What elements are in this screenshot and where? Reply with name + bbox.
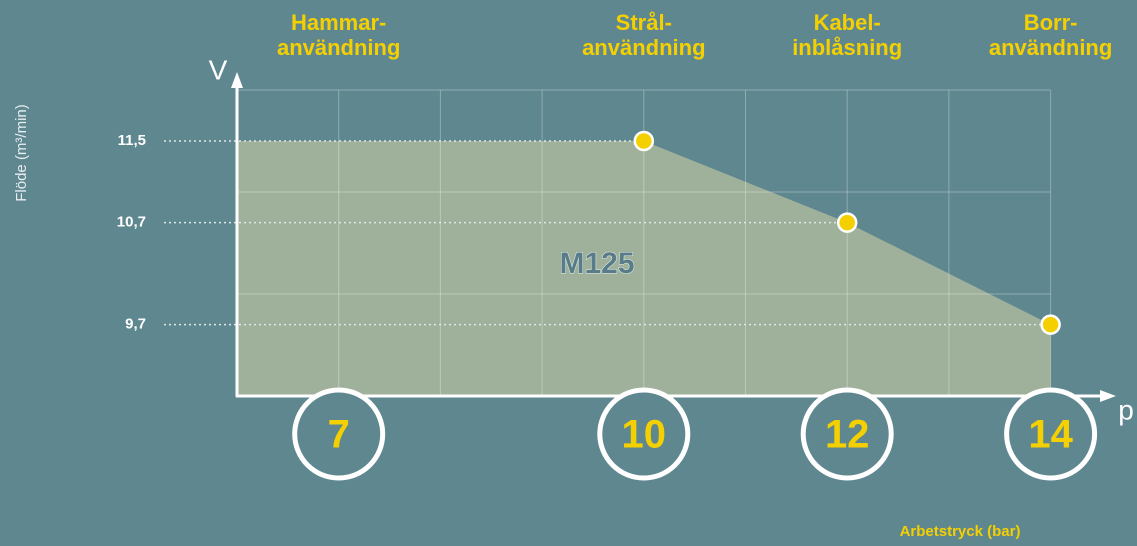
y-axis-label: Flöde (m³/min) <box>13 104 30 202</box>
y-tick-label: 11,5 <box>118 132 146 149</box>
y-axis-arrow <box>231 72 243 88</box>
x-axis-arrow <box>1100 390 1116 402</box>
point <box>836 212 858 233</box>
usage-label: Strål- <box>616 10 672 35</box>
tick-circle <box>292 387 386 481</box>
area <box>237 141 1051 396</box>
x-tick-label: 12 <box>825 413 870 457</box>
x-axis-label: Arbetstryck (bar) <box>900 523 1021 540</box>
y-axis-symbol: V <box>209 54 228 85</box>
x-axis-symbol: p <box>1118 394 1134 425</box>
x-tick-label: 14 <box>1028 413 1073 457</box>
point <box>633 130 655 152</box>
usage-label: Borr- <box>1024 10 1078 35</box>
usage-label: inblåsning <box>792 35 902 60</box>
usage-label: Kabel- <box>814 10 881 35</box>
y-tick-label: 9,7 <box>125 316 146 333</box>
point <box>1040 314 1061 335</box>
tick-circle <box>800 387 894 481</box>
usage-label: användning <box>277 35 400 60</box>
tick-circle <box>597 387 691 481</box>
series-label: M125 <box>559 247 634 280</box>
usage-label: Hammar- <box>291 10 386 35</box>
usage-label: användning <box>582 35 705 60</box>
x-tick-label: 7 <box>328 413 350 457</box>
y-tick-label: 10,7 <box>117 214 146 231</box>
x-tick-label: 10 <box>622 413 667 457</box>
tick-circle <box>1004 387 1098 481</box>
usage-label: användning <box>989 35 1112 60</box>
